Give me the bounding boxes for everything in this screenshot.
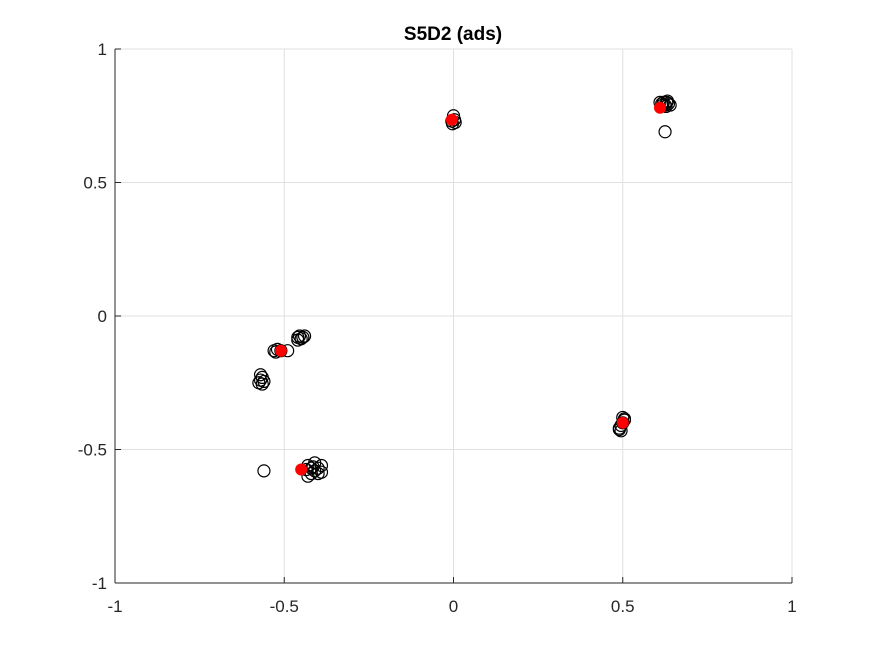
centroid-point — [295, 463, 308, 476]
y-tick-label: -0.5 — [78, 441, 107, 460]
y-tick-label: 1 — [98, 40, 107, 59]
centroid-point — [445, 113, 458, 126]
data-point — [306, 460, 320, 474]
x-tick-label: 0.5 — [611, 597, 635, 616]
data-point — [314, 458, 329, 473]
chart-title: S5D2 (ads) — [404, 24, 502, 45]
axes — [114, 48, 793, 584]
data-point — [255, 377, 269, 391]
y-tick-label: -1 — [92, 574, 107, 593]
y-tick-label: 0 — [98, 307, 107, 326]
data-point — [658, 125, 672, 139]
centroid-point — [274, 344, 287, 357]
data-point — [253, 368, 268, 382]
x-tick-label: 1 — [787, 597, 796, 616]
tick-labels: -1 -0.5 0 0.5 1 -1 -0.5 0 0.5 1 — [78, 40, 797, 616]
data-point — [660, 94, 675, 108]
centroid-points — [274, 101, 666, 476]
data-point — [291, 333, 305, 347]
x-tick-label: -1 — [107, 597, 122, 616]
data-point — [257, 374, 271, 389]
centroid-point — [653, 101, 666, 114]
data-point — [297, 329, 312, 343]
x-tick-label: 0 — [449, 597, 458, 616]
centroid-point — [616, 416, 629, 429]
y-tick-label: 0.5 — [83, 174, 107, 193]
data-point — [257, 464, 271, 478]
x-tick-label: -0.5 — [270, 597, 299, 616]
